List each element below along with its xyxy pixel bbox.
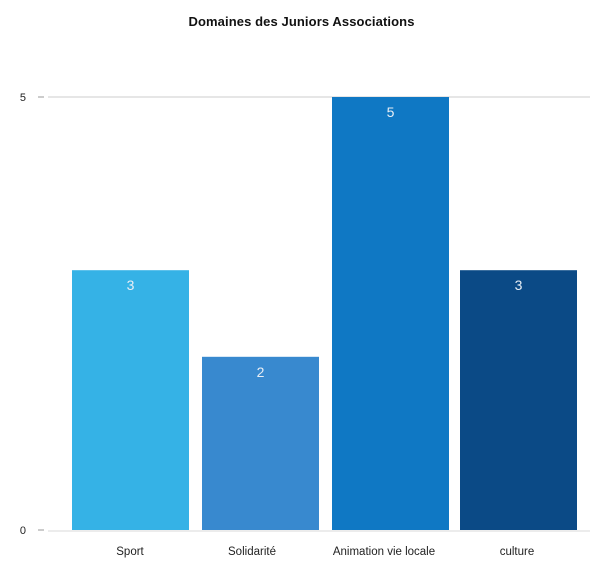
data-label-0: 3 (127, 277, 135, 293)
y-tick-label-0: 0 (20, 525, 26, 537)
bars (72, 97, 577, 530)
data-labels: 3 2 5 3 (127, 104, 523, 380)
grid-lines (48, 96, 590, 532)
category-label-2: Animation vie locale (333, 546, 435, 558)
data-label-2: 5 (387, 104, 395, 120)
category-label-0: Sport (116, 546, 144, 558)
bar-culture (460, 270, 577, 530)
category-label-1: Solidarité (228, 546, 276, 558)
y-tick-label-5: 5 (20, 92, 26, 104)
bar-sport (72, 270, 189, 530)
y-axis: 05 (20, 92, 44, 537)
category-label-3: culture (500, 546, 535, 558)
bar-animation-vie-locale (332, 97, 449, 530)
x-axis-labels: Sport Solidarité Animation vie locale cultu… (116, 546, 534, 558)
chart-title: Domaines des Juniors Associations (188, 14, 415, 29)
bar-solidarit- (202, 356, 319, 530)
data-label-3: 3 (515, 277, 523, 293)
data-label-1: 2 (257, 364, 265, 380)
